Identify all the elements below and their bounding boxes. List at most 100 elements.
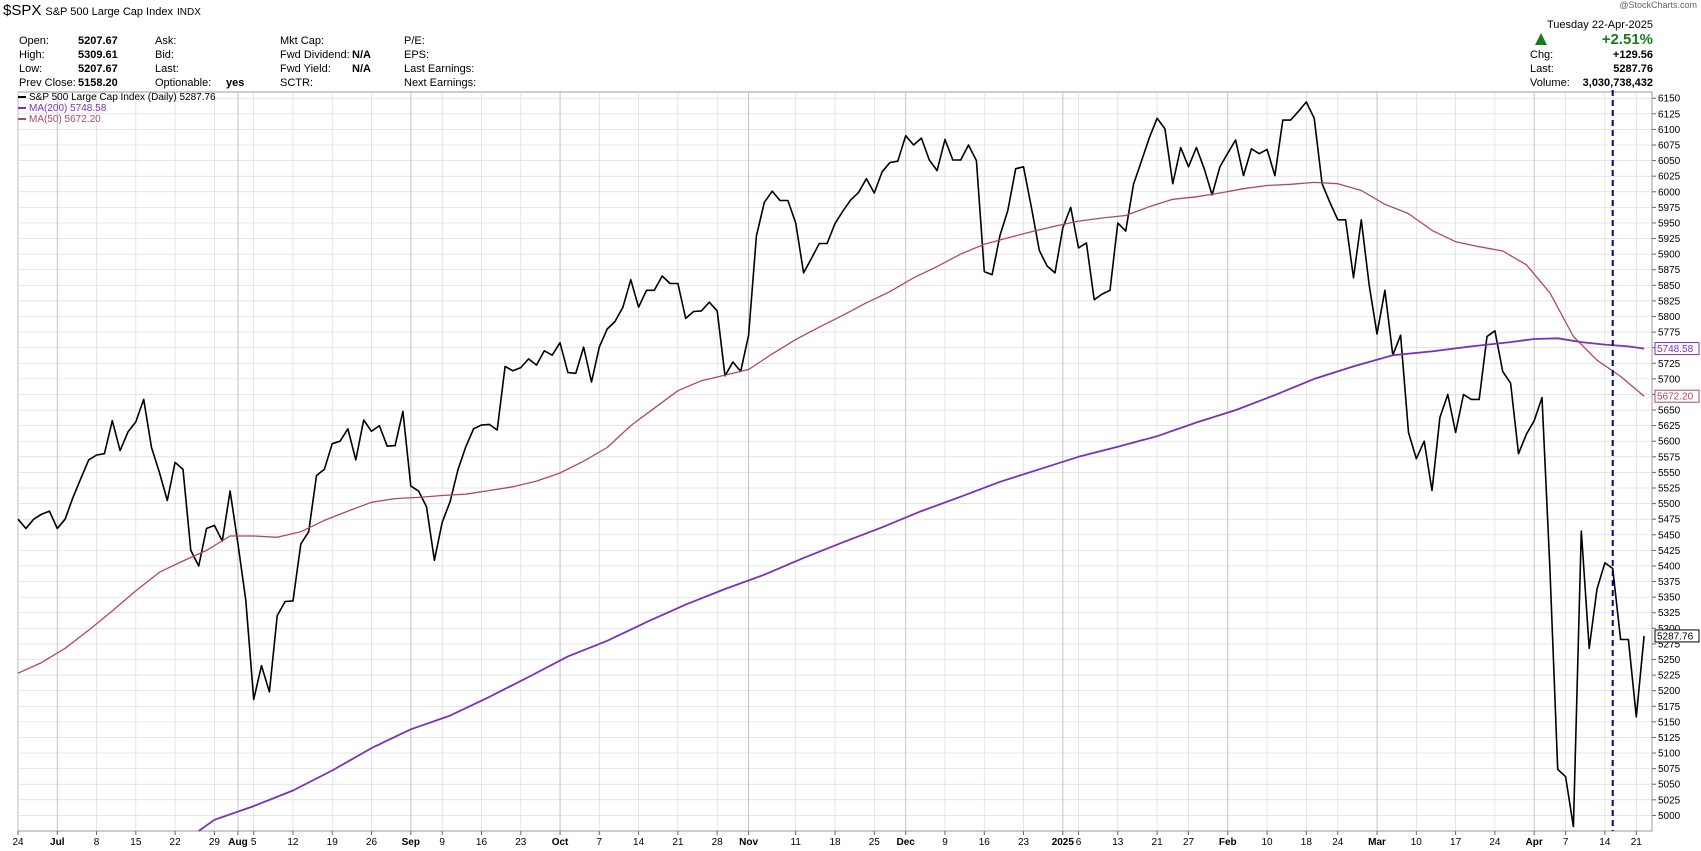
up-arrow-icon [1535,33,1547,45]
open-value: 5207.67 [78,35,118,47]
y-tick-label: 5650 [1658,406,1681,417]
open-label: Open: [19,35,49,47]
chg-value: +129.56 [1612,49,1653,61]
high-value: 5309.61 [78,49,118,61]
bid-label: Bid: [155,49,174,61]
last-value-tag-ma200 [1654,342,1700,356]
x-tick-label: 24 [1489,837,1501,848]
x-tick-label: 15 [130,837,142,848]
mkt-cap-label: Mkt Cap: [280,35,325,47]
y-tick-label: 6000 [1658,187,1681,198]
prev-close-value: 5158.20 [78,77,118,89]
x-tick-label: 24 [12,837,24,848]
y-tick-label: 5700 [1658,374,1681,385]
legend-swatch-ma200 [18,107,26,110]
x-tick-label: 17 [1450,837,1462,848]
fwd-yield-value: N/A [352,63,371,75]
legend-price-label: S&P 500 Large Cap Index (Daily) 5287.76 [29,92,216,103]
y-tick-label: 5625 [1658,421,1681,432]
low-value: 5207.67 [78,63,118,75]
x-tick-label: 9 [439,837,445,848]
index-name: S&P 500 Large Cap Index [45,6,173,18]
series-line-ma200 [198,337,1645,832]
legend-ma50-label: MA(50) 5672.20 [29,114,101,125]
x-tick-label: 14 [1599,837,1611,848]
y-tick-label: 5275 [1658,639,1681,650]
y-tick-label: 6025 [1658,172,1681,183]
y-tick-label: 5450 [1658,530,1681,541]
y-tick-label: 5825 [1658,296,1681,307]
volume-value: 3,030,738,432 [1582,77,1653,89]
x-tick-label: Apr [1526,837,1543,848]
y-tick-label: 5325 [1658,608,1681,619]
y-tick-label: 5800 [1658,312,1681,323]
y-tick-label: 5975 [1658,203,1681,214]
x-tick-label: 2025 [1052,837,1075,848]
y-tick-label: 5050 [1658,780,1681,791]
x-tick-label: 8 [94,837,100,848]
y-tick-label: 5100 [1658,749,1681,760]
y-tick-label: 6100 [1658,125,1681,136]
x-tick-label: 16 [476,837,488,848]
y-tick-label: 5550 [1658,468,1681,479]
watermark: @StockCharts.com [1619,0,1697,10]
y-tick-label: 5850 [1658,281,1681,292]
last-value: 5287.76 [1613,63,1653,75]
x-tick-label: 27 [1183,837,1195,848]
last-label-mid: Last: [155,63,179,75]
y-tick-label: 5925 [1658,234,1681,245]
last-earnings-label: Last Earnings: [404,63,475,75]
y-tick-label: 5150 [1658,717,1681,728]
optionable-label: Optionable: [155,77,212,89]
y-tick-label: 5075 [1658,764,1681,775]
x-tick-label: 22 [170,837,182,848]
x-tick-label: 12 [287,837,299,848]
y-tick-label: 5175 [1658,702,1681,713]
y-tick-label: 5000 [1658,811,1681,822]
x-tick-label: 28 [712,837,724,848]
x-tick-label: 24 [1332,837,1344,848]
y-tick-label: 5250 [1658,655,1681,666]
y-tick-label: 5400 [1658,561,1681,572]
chg-label: Chg: [1530,49,1554,61]
last-value-label-price: 5287.76 [1657,631,1694,642]
x-tick-label: Feb [1219,837,1237,848]
next-earnings-label: Next Earnings: [404,77,477,89]
volume-label: Volume: [1530,77,1570,89]
series-line-price [17,101,1645,828]
ask-label: Ask: [155,35,177,47]
pe-label: P/E: [404,35,425,47]
chart-title: $SPX S&P 500 Large Cap Index INDX [3,2,201,19]
change-percent: +2.51% [1601,31,1653,48]
exchange: INDX [176,7,201,18]
x-tick-label: 18 [1301,837,1313,848]
x-tick-label: 6 [1076,837,1082,848]
series-line-ma50 [17,181,1645,674]
x-tick-label: Nov [739,837,758,848]
y-tick-label: 5200 [1658,686,1681,697]
y-tick-label: 6050 [1658,156,1681,167]
x-tick-label: 14 [633,837,645,848]
legend-swatch-price [18,96,26,99]
legend-ma200-label: MA(200) 5748.58 [29,103,107,114]
x-tick-label: 23 [1018,837,1030,848]
x-tick-label: 13 [1112,837,1124,848]
y-tick-label: 5525 [1658,484,1681,495]
x-tick-label: 18 [829,837,841,848]
high-label: High: [19,49,45,61]
last-value-label-ma50: 5672.20 [1657,392,1694,403]
legend-ma50: MA(50) 5672.20 [18,114,101,125]
y-tick-label: 6150 [1658,94,1681,105]
y-tick-label: 5475 [1658,515,1681,526]
x-tick-label: 19 [327,837,339,848]
symbol: $SPX [3,2,42,19]
y-tick-label: 5350 [1658,593,1681,604]
x-tick-label: 10 [1411,837,1423,848]
legend-swatch-ma50 [18,118,26,121]
x-tick-label: 21 [1631,837,1643,848]
fwd-yield-label: Fwd Yield: [280,63,331,75]
prev-close-label: Prev Close: [19,77,76,89]
y-tick-label: 6125 [1658,109,1681,120]
y-tick-label: 6075 [1658,141,1681,152]
